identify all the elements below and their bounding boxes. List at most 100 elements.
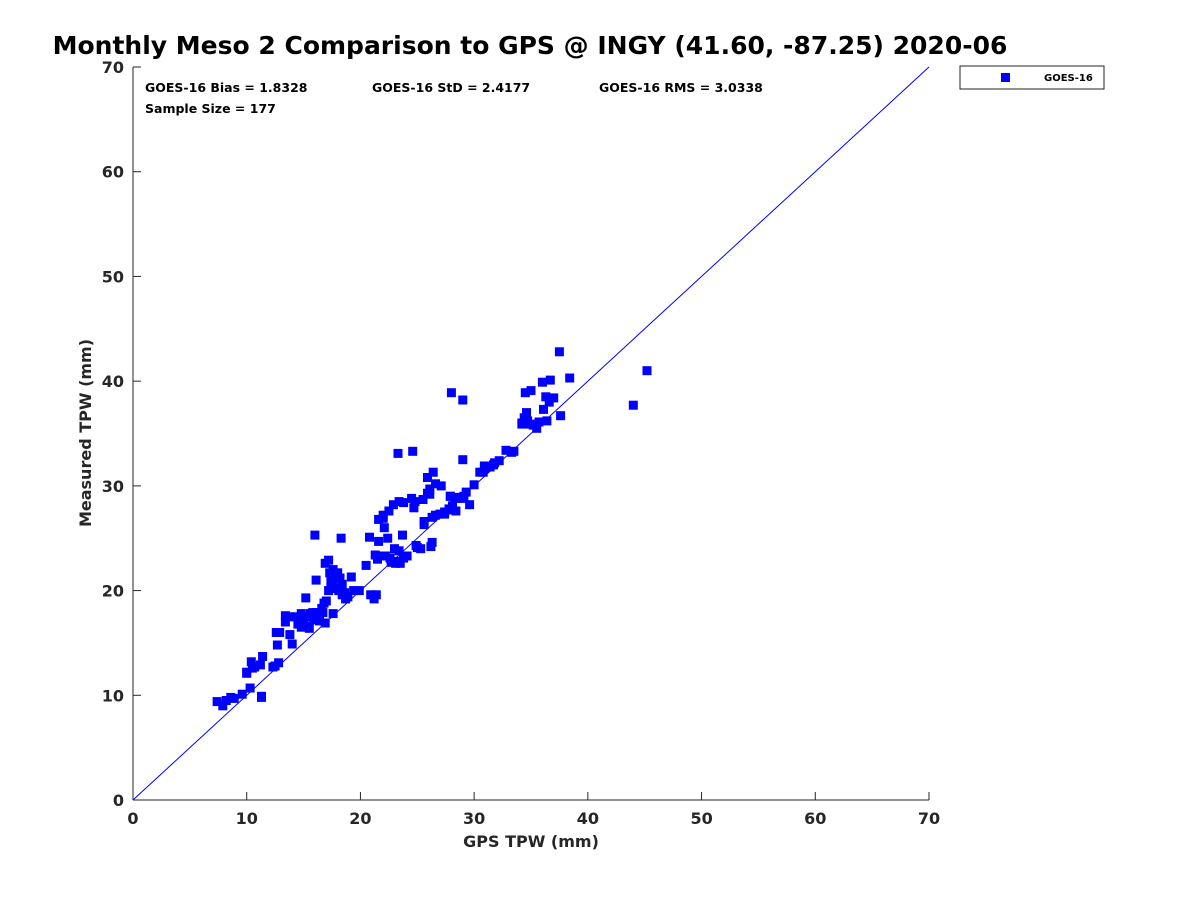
data-point xyxy=(341,594,351,604)
data-point xyxy=(335,573,345,583)
data-point xyxy=(393,448,403,458)
data-point xyxy=(365,532,374,542)
data-point xyxy=(301,612,311,622)
x-axis-label: GPS TPW (mm) xyxy=(463,832,599,851)
data-point xyxy=(271,628,281,637)
data-point xyxy=(379,523,389,533)
legend-box xyxy=(959,65,1105,90)
data-point xyxy=(369,594,379,604)
data-point xyxy=(469,480,479,490)
data-point xyxy=(218,701,228,711)
data-point xyxy=(522,408,531,418)
data-point xyxy=(423,473,432,482)
axes: 0 10 20 30 40 50 60 70 0 10 20 30 40 50 60 70 xyxy=(102,58,940,828)
data-point xyxy=(285,612,295,622)
data-point xyxy=(336,533,346,543)
data-point xyxy=(436,481,446,491)
data-point xyxy=(212,697,222,707)
identity-line-group xyxy=(132,66,930,801)
data-point xyxy=(301,593,311,603)
data-point xyxy=(374,514,384,524)
data-point xyxy=(245,683,255,693)
data-point xyxy=(349,586,359,596)
rms-annotation: GOES-16 RMS = 3.0338 xyxy=(599,80,763,95)
y-axis-label: Measured TPW (mm) xyxy=(76,339,95,527)
data-point xyxy=(478,467,488,477)
data-point xyxy=(272,640,282,650)
data-point xyxy=(384,506,394,516)
data-point xyxy=(324,555,334,565)
x-tick-label: 50 xyxy=(690,809,712,828)
x-tick-label: 30 xyxy=(463,809,485,828)
data-point xyxy=(412,543,422,553)
x-tick-label: 20 xyxy=(349,809,371,828)
data-point xyxy=(458,493,468,503)
data-point xyxy=(628,400,638,410)
y-tick-label: 0 xyxy=(113,791,124,810)
data-point xyxy=(304,623,314,633)
data-point xyxy=(435,509,445,519)
y-tick-label: 20 xyxy=(102,582,124,601)
legend: GOES-16 xyxy=(959,65,1105,90)
data-point xyxy=(410,497,420,507)
data-point xyxy=(549,393,559,403)
data-point xyxy=(321,596,331,606)
data-point xyxy=(287,639,297,649)
data-point xyxy=(328,565,338,575)
data-point xyxy=(268,662,278,672)
data-point xyxy=(242,668,252,678)
data-point xyxy=(509,446,519,456)
data-point xyxy=(311,575,321,585)
data-point xyxy=(285,630,295,640)
x-tick-label: 0 xyxy=(127,809,138,828)
data-point xyxy=(520,388,530,398)
data-point xyxy=(280,617,290,627)
data-point xyxy=(257,692,266,702)
data-point xyxy=(308,608,318,618)
data-point xyxy=(296,622,306,632)
data-point xyxy=(378,510,388,520)
y-tick-label: 30 xyxy=(102,477,124,496)
data-point xyxy=(399,498,409,508)
data-point xyxy=(445,491,455,501)
y-tick-label: 40 xyxy=(102,372,124,391)
data-point xyxy=(386,557,396,567)
data-point xyxy=(409,503,419,513)
data-point xyxy=(318,608,328,618)
data-point xyxy=(388,500,398,510)
legend-label: GOES-16 xyxy=(1044,73,1093,84)
data-point xyxy=(337,579,347,589)
data-point xyxy=(532,423,542,433)
y-tick-label: 60 xyxy=(102,163,124,182)
data-point xyxy=(451,506,461,516)
data-point xyxy=(380,551,390,561)
x-tick-label: 60 xyxy=(804,809,826,828)
data-point xyxy=(393,556,403,566)
data-point xyxy=(565,373,575,383)
data-point xyxy=(326,574,336,584)
data-point xyxy=(425,484,435,494)
data-point xyxy=(444,504,454,514)
data-point xyxy=(346,572,356,582)
data-point xyxy=(258,652,268,661)
data-point xyxy=(554,347,564,357)
data-point xyxy=(291,612,301,622)
data-point xyxy=(526,386,536,396)
data-point xyxy=(490,458,500,468)
data-point xyxy=(408,446,418,456)
data-point xyxy=(394,546,404,556)
data-point xyxy=(542,416,552,426)
data-point xyxy=(383,533,393,543)
data-point xyxy=(458,455,468,465)
data-point xyxy=(274,658,284,668)
data-point xyxy=(446,388,456,398)
data-point xyxy=(370,550,380,560)
data-point xyxy=(255,660,265,670)
legend-marker xyxy=(1001,73,1010,82)
data-point xyxy=(556,411,566,421)
data-point xyxy=(479,461,489,471)
data-point xyxy=(465,500,475,510)
data-point xyxy=(246,657,256,667)
identity-line xyxy=(132,66,930,801)
data-point xyxy=(534,417,544,427)
